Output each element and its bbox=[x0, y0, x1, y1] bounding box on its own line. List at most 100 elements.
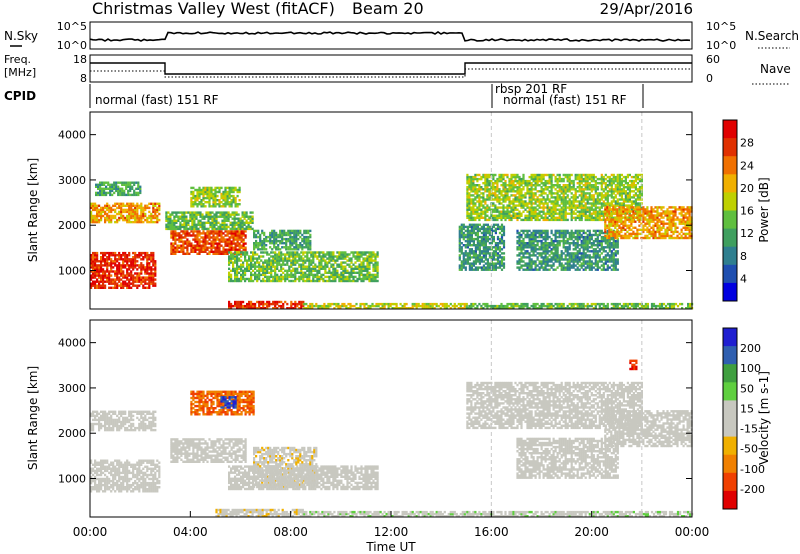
data-cell bbox=[465, 302, 468, 306]
data-cell bbox=[328, 261, 331, 264]
data-cell bbox=[239, 219, 242, 222]
data-cell bbox=[148, 214, 151, 218]
data-cell bbox=[245, 225, 248, 229]
data-cell bbox=[117, 185, 120, 188]
data-cell bbox=[303, 302, 306, 306]
data-cell bbox=[339, 304, 342, 308]
data-cell bbox=[184, 232, 187, 235]
data-cell bbox=[478, 256, 481, 259]
data-cell bbox=[219, 211, 222, 214]
data-cell bbox=[413, 302, 416, 306]
data-cell bbox=[193, 211, 196, 214]
data-cell bbox=[358, 269, 361, 272]
data-cell bbox=[92, 204, 95, 207]
data-cell bbox=[228, 201, 231, 204]
data-cell bbox=[198, 203, 201, 206]
data-cell bbox=[618, 204, 621, 207]
data-cell bbox=[468, 250, 471, 253]
data-cell bbox=[198, 186, 201, 190]
data-cell bbox=[301, 244, 304, 247]
data-cell bbox=[598, 210, 601, 213]
data-cell bbox=[580, 206, 583, 209]
data-cell bbox=[600, 194, 603, 197]
data-cell bbox=[554, 196, 557, 199]
data-cell bbox=[542, 182, 545, 185]
data-cell bbox=[294, 279, 297, 283]
data-cell bbox=[606, 190, 609, 193]
data-cell bbox=[134, 256, 137, 259]
data-cell bbox=[518, 262, 521, 265]
data-cell bbox=[520, 184, 523, 187]
data-cell bbox=[482, 250, 485, 253]
data-cell bbox=[468, 262, 471, 265]
data-cell bbox=[600, 182, 603, 185]
data-cell bbox=[496, 237, 500, 241]
data-cell bbox=[342, 271, 345, 274]
data-cell bbox=[564, 173, 567, 177]
data-cell bbox=[232, 236, 235, 239]
data-cell bbox=[572, 210, 575, 213]
data-cell bbox=[470, 235, 473, 239]
data-cell bbox=[383, 307, 386, 310]
data-cell bbox=[232, 257, 235, 260]
data-cell bbox=[132, 258, 135, 261]
data-cell bbox=[206, 240, 209, 243]
data-cell bbox=[568, 200, 571, 203]
data-cell bbox=[306, 279, 309, 283]
data-cell bbox=[584, 196, 587, 199]
data-cell bbox=[130, 278, 133, 281]
data-cell bbox=[586, 206, 589, 209]
data-cell bbox=[150, 220, 153, 224]
data-cell bbox=[111, 193, 114, 197]
data-cell bbox=[548, 218, 551, 222]
data-cell bbox=[196, 196, 199, 200]
data-cell bbox=[130, 282, 133, 285]
data-cell bbox=[460, 223, 463, 226]
data-cell bbox=[568, 198, 571, 201]
data-cell bbox=[482, 194, 485, 197]
data-cell bbox=[112, 280, 115, 283]
data-cell bbox=[518, 196, 521, 199]
data-cell bbox=[476, 248, 479, 251]
data-cell bbox=[306, 253, 309, 256]
data-cell bbox=[128, 216, 131, 220]
data-cell bbox=[612, 175, 615, 179]
data-cell bbox=[340, 255, 343, 258]
data-cell bbox=[90, 258, 93, 261]
data-cell bbox=[128, 210, 131, 214]
data-cell bbox=[280, 275, 283, 279]
data-cell bbox=[620, 192, 623, 195]
data-cell bbox=[356, 267, 359, 270]
data-cell bbox=[510, 208, 513, 211]
data-cell bbox=[311, 304, 314, 308]
data-cell bbox=[403, 304, 406, 308]
data-cell bbox=[494, 264, 497, 267]
data-cell bbox=[240, 251, 243, 254]
data-cell bbox=[582, 204, 585, 207]
data-cell bbox=[198, 242, 201, 245]
data-cell bbox=[152, 216, 155, 220]
data-cell bbox=[146, 262, 149, 265]
data-cell bbox=[104, 218, 107, 222]
data-cell bbox=[443, 304, 446, 308]
data-cell bbox=[570, 202, 573, 205]
data-cell bbox=[516, 198, 519, 201]
data-cell bbox=[366, 257, 369, 260]
data-cell bbox=[90, 266, 93, 269]
data-cell bbox=[366, 271, 369, 274]
data-cell bbox=[602, 196, 605, 199]
data-cell bbox=[96, 268, 99, 271]
data-cell bbox=[588, 216, 591, 219]
data-cell bbox=[558, 212, 561, 215]
data-cell bbox=[520, 202, 523, 205]
data-cell bbox=[238, 279, 241, 283]
data-cell bbox=[94, 216, 97, 220]
data-cell bbox=[132, 266, 135, 269]
data-cell bbox=[358, 265, 361, 268]
data-cell bbox=[242, 248, 245, 251]
data-cell bbox=[330, 275, 333, 279]
data-cell bbox=[312, 261, 315, 264]
data-cell bbox=[204, 232, 207, 235]
data-cell bbox=[486, 179, 489, 183]
